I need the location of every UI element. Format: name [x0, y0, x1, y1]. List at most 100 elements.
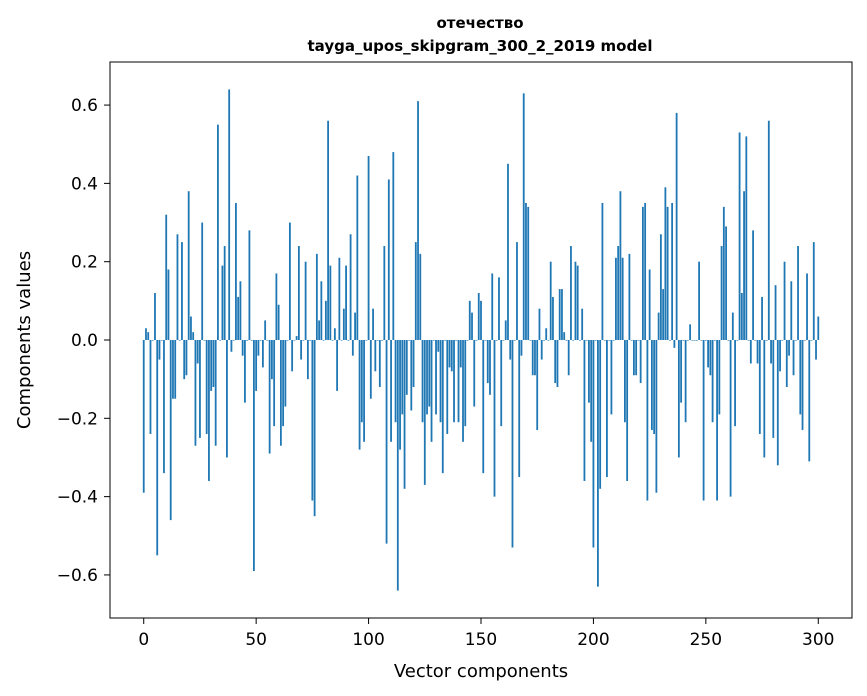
bar-122 [417, 101, 419, 341]
bar-117 [405, 340, 408, 395]
bar-76 [313, 340, 316, 517]
bar-258 [722, 206, 725, 340]
bar-133 [441, 340, 444, 474]
bar-132 [439, 340, 442, 423]
bar-39 [230, 340, 233, 352]
bar-278 [767, 120, 770, 340]
bar-37 [226, 340, 228, 458]
bar-33 [217, 124, 219, 341]
bar-174 [534, 340, 536, 376]
bar-262 [731, 312, 734, 340]
chart-title-model: tayga_upos_skipgram_300_2_2019 model [308, 37, 653, 55]
bar-7 [158, 340, 161, 360]
bar-280 [772, 340, 775, 438]
y-tick-label-0: −0.6 [57, 566, 98, 586]
bar-91 [347, 340, 350, 341]
bar-105 [378, 340, 381, 387]
bar-168 [520, 340, 523, 356]
bar-123 [419, 253, 422, 340]
bar-19 [185, 340, 188, 376]
bar-240 [682, 340, 685, 341]
bar-227 [653, 340, 656, 434]
bar-164 [511, 340, 514, 548]
bar-48 [250, 340, 253, 341]
bar-172 [529, 340, 532, 341]
bar-8 [160, 340, 163, 341]
bar-300 [817, 316, 820, 340]
bar-156 [493, 340, 496, 497]
bar-145 [468, 300, 471, 340]
bar-162 [507, 163, 509, 340]
bar-107 [383, 246, 386, 340]
bar-70 [300, 340, 303, 360]
bar-44 [241, 340, 244, 356]
bar-98 [363, 340, 365, 442]
bar-231 [662, 289, 665, 340]
y-tick-label-5: 0.4 [71, 174, 98, 194]
bar-131 [437, 340, 440, 352]
y-tick-label-4: 0.2 [71, 253, 98, 273]
bar-61 [279, 340, 282, 446]
bar-198 [588, 340, 590, 403]
bar-166 [516, 242, 518, 340]
bar-266 [740, 293, 743, 340]
bar-42 [237, 296, 240, 340]
y-axis-label: Components values [14, 251, 35, 429]
bar-182 [552, 296, 554, 340]
bar-40 [232, 340, 235, 341]
bar-188 [565, 340, 568, 341]
bar-276 [763, 340, 766, 458]
bar-100 [367, 155, 370, 340]
bar-221 [639, 340, 642, 384]
bar-127 [428, 340, 431, 407]
x-tick-label-3: 150 [465, 630, 497, 650]
bar-295 [806, 273, 808, 340]
bar-272 [754, 340, 757, 341]
bar-134 [444, 340, 446, 341]
bar-154 [489, 340, 491, 395]
bar-224 [646, 340, 649, 501]
bar-191 [572, 340, 575, 341]
bar-299 [815, 340, 817, 360]
bar-47 [248, 230, 251, 340]
bar-218 [633, 340, 635, 376]
bar-142 [462, 340, 464, 442]
bar-248 [700, 340, 703, 341]
bar-89 [342, 308, 345, 340]
bar-103 [374, 340, 377, 372]
bar-173 [531, 340, 534, 376]
bar-29 [208, 340, 210, 481]
bar-72 [304, 261, 307, 340]
bar-243 [689, 324, 692, 340]
y-tick-label-2: −0.2 [57, 409, 98, 429]
bar-20 [187, 191, 190, 340]
bar-104 [376, 340, 379, 341]
bar-75 [311, 340, 314, 501]
bar-77 [315, 253, 318, 340]
bar-195 [581, 308, 584, 340]
bar-223 [644, 202, 647, 340]
bar-92 [349, 234, 352, 340]
bar-88 [340, 340, 343, 341]
bar-197 [585, 340, 588, 341]
bar-253 [711, 340, 714, 423]
bar-83 [329, 265, 332, 340]
bar-128 [430, 340, 433, 442]
bar-153 [486, 340, 489, 384]
bar-219 [635, 340, 638, 376]
bar-269 [747, 340, 750, 341]
bar-141 [459, 340, 462, 368]
bar-206 [606, 340, 608, 478]
bar-251 [707, 340, 709, 368]
bar-79 [320, 281, 323, 340]
bar-56 [268, 340, 271, 454]
bar-81 [324, 300, 327, 340]
bar-86 [336, 340, 338, 391]
bar-287 [788, 340, 790, 356]
bar-41 [235, 202, 237, 340]
bar-167 [518, 340, 521, 478]
bar-10 [165, 214, 168, 340]
bar-277 [765, 340, 768, 341]
bar-294 [803, 340, 806, 341]
bar-170 [525, 202, 527, 340]
